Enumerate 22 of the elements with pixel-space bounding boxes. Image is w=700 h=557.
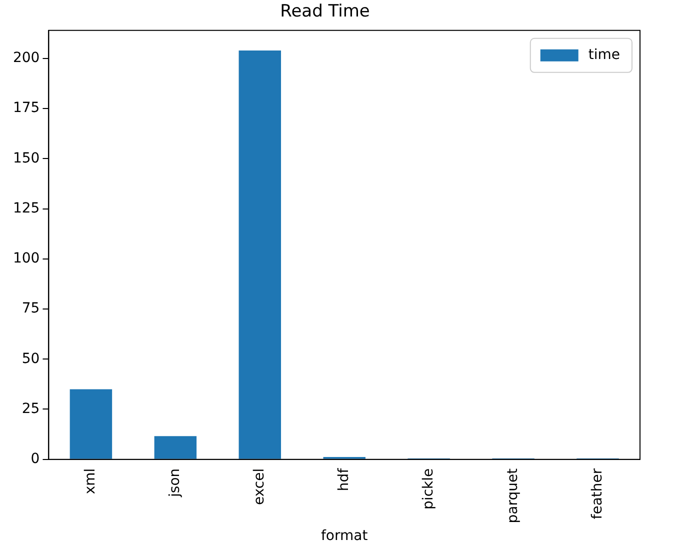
chart-title: Read Time: [280, 2, 370, 22]
bar: [238, 50, 282, 459]
y-tick-label: 25: [22, 400, 40, 417]
y-tick-label: 50: [22, 350, 40, 367]
x-tick-label: parquet: [504, 468, 521, 524]
x-tick-label: json: [167, 468, 184, 498]
y-tick-label: 75: [22, 300, 40, 317]
bar: [70, 389, 112, 459]
y-tick-label: 200: [12, 50, 40, 66]
x-tick-label: pickle: [420, 468, 436, 510]
y-tick-label: 125: [12, 200, 40, 216]
y-tick-label: 175: [12, 100, 40, 116]
x-axis-title: format: [321, 528, 368, 544]
y-tick-label: 0: [30, 451, 40, 468]
x-tick-label: xml: [82, 468, 99, 494]
y-tick-label: 100: [12, 250, 40, 267]
bar: [154, 436, 197, 459]
legend-label: time: [588, 47, 620, 64]
x-tick-label: feather: [589, 468, 606, 520]
y-tick-label: 150: [12, 150, 40, 166]
x-tick-label: hdf: [336, 467, 352, 492]
x-tick-label: excel: [252, 468, 268, 505]
